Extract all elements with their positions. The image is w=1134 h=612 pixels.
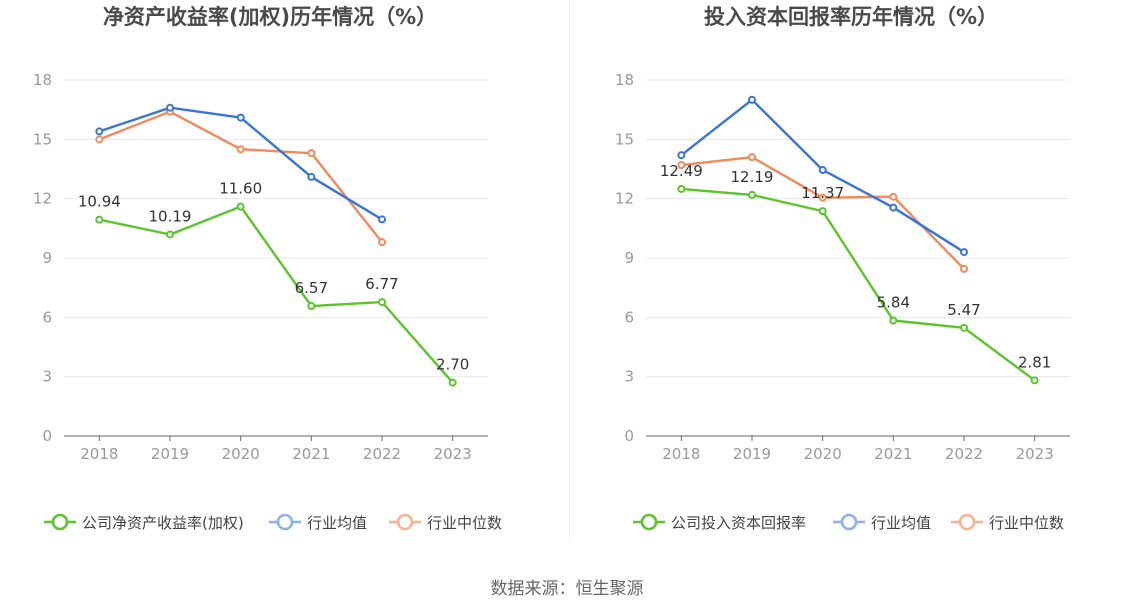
data-point [307, 172, 316, 181]
data-point [378, 238, 386, 247]
legend-label: 行业中位数 [427, 514, 502, 532]
data-point [677, 161, 686, 170]
data-label: 2.70 [436, 356, 469, 374]
y-tick-label: 6 [42, 308, 52, 326]
data-point [818, 165, 827, 174]
x-tick-label: 2019 [151, 445, 189, 463]
legend-label: 公司净资产收益率(加权) [82, 514, 244, 532]
x-tick-label: 2021 [292, 445, 330, 463]
data-label: 12.49 [660, 162, 703, 180]
data-label: 6.57 [295, 279, 328, 297]
legend-swatch-marker [958, 513, 976, 531]
y-tick-label: 18 [33, 71, 52, 89]
panel-divider [569, 0, 570, 540]
y-tick-label: 6 [624, 308, 634, 326]
data-label: 12.19 [731, 168, 774, 186]
x-tick-label: 2020 [222, 445, 260, 463]
roe-chart: 净资产收益率(加权)历年情况（%） 0 3 6 9 12 15 18 2018 2019 2020 2… [33, 5, 502, 532]
y-tick-label: 9 [42, 249, 52, 267]
legend-item: 行业均值 [269, 513, 367, 532]
legend-item: 行业均值 [833, 513, 931, 532]
legend-label: 行业均值 [307, 514, 367, 532]
x-tick-label: 2020 [804, 445, 842, 463]
data-point [677, 151, 686, 160]
data-point [236, 113, 245, 122]
y-tick-label: 15 [33, 130, 52, 148]
data-point [307, 302, 316, 311]
data-point [307, 149, 316, 158]
data-point [960, 323, 968, 332]
data-label: 2.81 [1018, 353, 1051, 371]
data-point [748, 190, 756, 199]
chart-title: 投入资本回报率历年情况（%） [704, 5, 998, 29]
legend-item: 公司投入资本回报率 [633, 513, 806, 532]
data-source-note: 数据来源：恒生聚源 [490, 579, 644, 599]
y-tick-label: 0 [624, 427, 634, 445]
legend-swatch-marker [640, 513, 658, 531]
data-point [166, 230, 174, 239]
data-point [95, 215, 104, 224]
y-tick-label: 12 [33, 190, 52, 208]
x-tick-label: 2021 [874, 445, 912, 463]
data-label: 6.77 [365, 275, 398, 293]
data-point [818, 207, 827, 216]
data-point [748, 153, 756, 162]
series-line-0 [681, 187, 1036, 382]
data-label: 10.19 [149, 207, 192, 225]
data-point [378, 215, 386, 224]
y-tick-label: 0 [42, 427, 52, 445]
legend-label: 行业中位数 [989, 514, 1064, 532]
data-point [960, 248, 968, 257]
data-point [889, 192, 898, 201]
data-point [748, 95, 756, 104]
x-tick-label: 2019 [733, 445, 771, 463]
series-line-1 [680, 98, 965, 254]
data-point [677, 184, 686, 193]
data-label: 11.60 [219, 180, 262, 198]
data-point [236, 145, 245, 154]
x-tick-label: 2023 [1016, 445, 1054, 463]
x-tick-label: 2023 [434, 445, 472, 463]
legend-swatch-marker [276, 513, 294, 531]
x-tick-label: 2018 [662, 445, 700, 463]
data-point [960, 264, 968, 273]
data-point [889, 203, 898, 212]
data-label: 10.94 [78, 193, 121, 211]
y-tick-label: 12 [615, 190, 634, 208]
y-tick-label: 3 [624, 368, 634, 386]
data-label: 5.47 [947, 301, 980, 319]
y-tick-label: 15 [615, 130, 634, 148]
data-point [95, 135, 104, 144]
legend-swatch-marker [396, 513, 414, 531]
y-tick-label: 3 [42, 368, 52, 386]
data-point [236, 202, 245, 211]
data-point [95, 127, 104, 136]
legend-label: 公司投入资本回报率 [671, 514, 806, 532]
y-tick-label: 18 [615, 71, 634, 89]
data-point [818, 193, 827, 202]
x-tick-label: 2022 [945, 445, 983, 463]
data-point [378, 298, 386, 307]
y-tick-label: 9 [624, 249, 634, 267]
legend-swatch-marker [840, 513, 858, 531]
x-tick-label: 2022 [363, 445, 401, 463]
data-point [448, 378, 457, 387]
legend-item: 行业中位数 [951, 513, 1064, 532]
series-line-2 [98, 110, 383, 243]
data-point [1030, 376, 1039, 385]
legend-swatch-marker [51, 513, 69, 531]
data-label: 5.84 [877, 293, 910, 311]
legend-label: 行业均值 [871, 514, 931, 532]
data-point [889, 316, 898, 325]
data-point [166, 103, 174, 112]
series-line-0 [99, 205, 454, 384]
chart-title: 净资产收益率(加权)历年情况（%） [103, 5, 437, 29]
legend-item: 公司净资产收益率(加权) [44, 513, 244, 532]
legend-item: 行业中位数 [389, 513, 502, 532]
roic-chart: 投入资本回报率历年情况（%） 0 3 6 9 12 15 18 2018 2019 2020 2021… [615, 5, 1070, 532]
x-tick-label: 2018 [80, 445, 118, 463]
data-label: 11.37 [801, 184, 844, 202]
